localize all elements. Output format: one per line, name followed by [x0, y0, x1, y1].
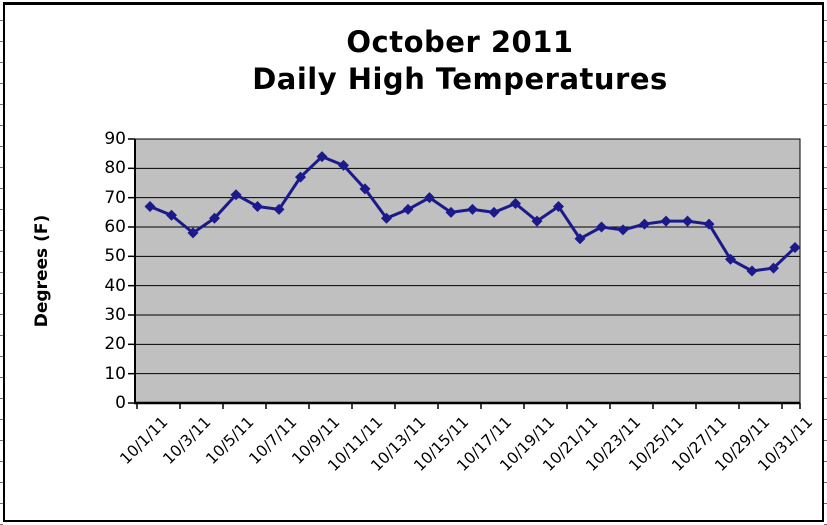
data-point-marker	[445, 206, 457, 218]
data-point-marker	[402, 203, 414, 215]
y-tick-label: 90	[104, 129, 126, 149]
y-tick-label: 60	[104, 217, 126, 237]
y-tick-label: 40	[104, 275, 126, 296]
data-point-marker	[617, 224, 629, 236]
data-point-marker	[144, 200, 156, 212]
data-point-marker	[596, 221, 607, 233]
chart-title-line-2: Daily High Temperatures	[252, 62, 668, 96]
data-point-marker	[531, 215, 543, 227]
data-point-marker	[230, 189, 242, 201]
y-tick-label: 10	[104, 363, 126, 384]
data-point-marker	[703, 218, 715, 230]
data-point-marker	[510, 198, 521, 210]
y-tick-label: 70	[104, 187, 126, 208]
data-point-marker	[768, 262, 779, 274]
y-tick-label: 50	[104, 246, 126, 267]
y-tick-label: 0	[115, 393, 126, 413]
data-point-marker	[338, 159, 349, 171]
data-point-marker	[574, 233, 586, 245]
data-point-marker	[252, 200, 263, 212]
data-point-marker	[467, 203, 478, 215]
data-point-marker	[682, 215, 693, 227]
plot-background	[135, 139, 800, 403]
data-point-marker	[295, 171, 306, 183]
data-point-marker	[359, 183, 371, 195]
sheet-row-gridline-stubs-left	[0, 0, 3, 525]
chart-title-line-1: October 2011	[346, 25, 574, 59]
y-tick-label: 80	[104, 158, 126, 179]
data-point-marker	[381, 212, 392, 224]
data-point-marker	[639, 218, 650, 230]
data-point-marker	[746, 265, 758, 277]
data-point-marker	[660, 215, 672, 227]
data-point-marker	[553, 200, 564, 212]
data-point-marker	[316, 151, 328, 163]
y-tick-label: 20	[104, 334, 126, 355]
data-point-marker	[424, 192, 435, 204]
chart-title: October 2011 Daily High Temperatures	[60, 24, 827, 98]
data-point-marker	[488, 206, 500, 218]
data-point-marker	[725, 253, 736, 265]
data-point-marker	[187, 227, 199, 239]
data-point-marker	[166, 209, 177, 221]
sheet-row-gridline-stubs-right	[824, 0, 827, 525]
data-point-marker	[273, 203, 285, 215]
data-point-marker	[789, 242, 801, 254]
y-tick-label: 30	[104, 305, 126, 325]
data-point-marker	[209, 212, 220, 224]
